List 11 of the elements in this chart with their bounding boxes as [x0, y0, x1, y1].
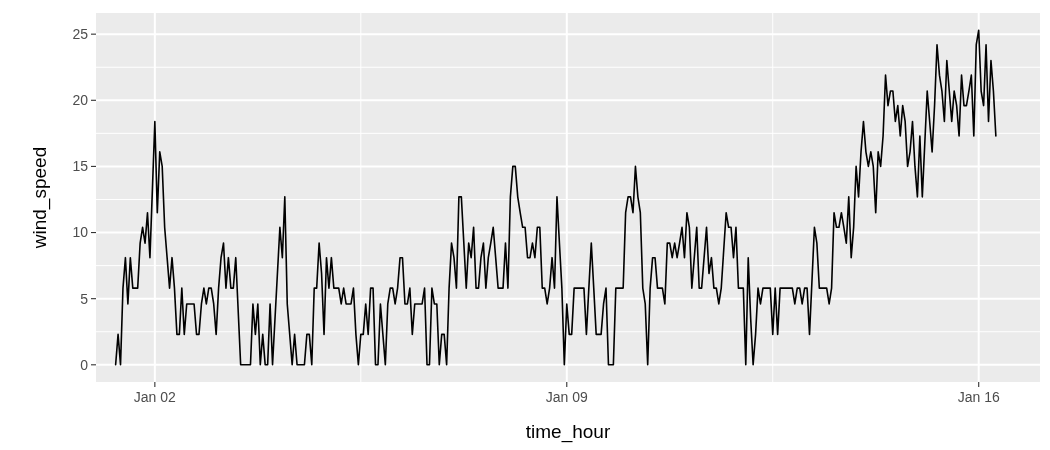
x-tick-label: Jan 16	[957, 389, 1000, 405]
y-tick-label: 15	[72, 158, 89, 175]
y-tick-label: 20	[72, 92, 89, 109]
x-tick-label: Jan 02	[133, 389, 177, 405]
y-tick-label: 0	[80, 356, 89, 373]
x-axis-title: time_hour	[525, 421, 611, 443]
x-tick-label: Jan 09	[545, 389, 588, 405]
y-axis-title: wind_speed	[29, 146, 51, 250]
y-tick-label: 10	[72, 224, 89, 241]
y-tick-label: 5	[80, 290, 89, 307]
y-tick-label: 25	[72, 26, 89, 43]
